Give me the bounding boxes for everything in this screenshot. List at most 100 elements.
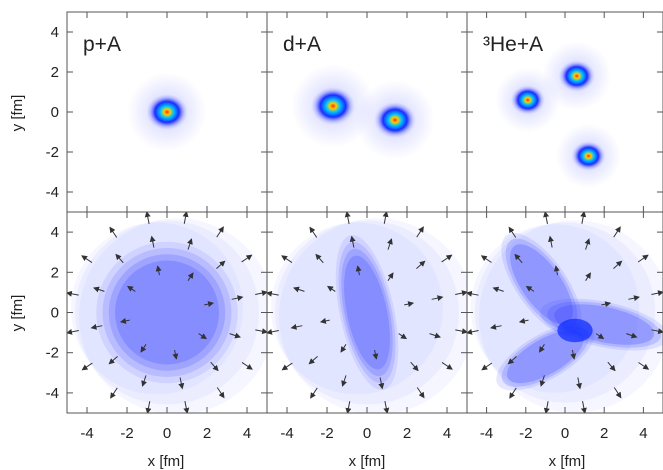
flow-arrow bbox=[204, 301, 215, 308]
flow-arrow bbox=[585, 272, 591, 281]
panel-content bbox=[127, 72, 207, 152]
x-axis-labels: x [fm] x [fm] x [fm] bbox=[148, 453, 586, 470]
hydro-halo bbox=[71, 222, 243, 395]
hydro-density bbox=[341, 248, 393, 377]
hydro-density bbox=[96, 241, 238, 384]
flow-arrow bbox=[539, 375, 546, 387]
flow-arrow bbox=[607, 361, 616, 372]
panel-bottom-middle: -4 -2 0 2 4 bbox=[266, 211, 468, 442]
flow-arrow bbox=[398, 333, 408, 340]
y-tick-label: -2 bbox=[46, 144, 59, 161]
y-axis-title-bottom: y [fm] bbox=[9, 295, 26, 332]
flow-arrow bbox=[310, 387, 318, 399]
flow-arrow bbox=[216, 226, 224, 238]
flow-arrow bbox=[584, 238, 591, 250]
flow-arrow bbox=[145, 401, 152, 413]
y-tick-label: 0 bbox=[51, 104, 59, 121]
flow-arrow bbox=[490, 323, 502, 330]
flow-arrow bbox=[81, 362, 93, 371]
flow-arrow bbox=[255, 290, 267, 297]
y-tick-label: -2 bbox=[46, 345, 59, 362]
flow-arrow bbox=[172, 349, 179, 360]
hydro-density bbox=[335, 235, 399, 390]
hydro-halo bbox=[478, 220, 663, 413]
hydro-lobe bbox=[510, 244, 573, 325]
flow-arrow bbox=[344, 212, 351, 224]
flow-arrow bbox=[241, 362, 253, 370]
flow-arrow bbox=[441, 362, 453, 370]
flow-arrow bbox=[651, 328, 663, 335]
panel-content bbox=[495, 41, 621, 189]
flow-arrow bbox=[576, 377, 582, 390]
flow-arrow bbox=[595, 333, 605, 340]
hydro-lobe bbox=[501, 232, 582, 336]
x-tick-label: -2 bbox=[519, 425, 532, 442]
flow-arrow bbox=[67, 290, 79, 297]
y-tick-label: 2 bbox=[51, 64, 59, 81]
flow-arrow bbox=[570, 349, 577, 360]
flow-arrow bbox=[293, 286, 305, 293]
flow-arrow bbox=[267, 290, 279, 297]
flow-arrow bbox=[378, 377, 385, 390]
flow-arrow bbox=[109, 226, 118, 238]
flow-arrow bbox=[345, 401, 352, 413]
panel-top-left: -4 -2 0 2 4 p+A bbox=[46, 11, 268, 213]
flow-arrow bbox=[455, 290, 467, 297]
hydro-density bbox=[102, 248, 232, 377]
x-tick-label: 4 bbox=[639, 425, 647, 442]
flow-arrow bbox=[255, 328, 267, 335]
flow-arrow bbox=[539, 344, 545, 353]
flow-arrow bbox=[140, 344, 147, 353]
flow-arrow bbox=[509, 387, 517, 399]
flow-arrow bbox=[210, 361, 219, 372]
panel-bottom-right: -4 -2 0 2 4 bbox=[466, 211, 663, 442]
flow-arrow bbox=[626, 332, 638, 339]
hydro-lobe bbox=[505, 238, 578, 331]
density-blob bbox=[558, 60, 595, 92]
density-blob bbox=[311, 87, 355, 125]
flow-arrow bbox=[429, 332, 441, 339]
hydro-halo bbox=[79, 218, 267, 413]
flow-arrow bbox=[231, 295, 244, 302]
flow-arrow bbox=[514, 253, 523, 264]
x-tick-label: 2 bbox=[203, 425, 211, 442]
flow-arrow bbox=[141, 375, 147, 387]
flow-arrow bbox=[613, 226, 621, 238]
density-blob bbox=[510, 85, 545, 115]
flow-arrow bbox=[467, 290, 479, 297]
flow-arrow bbox=[281, 362, 293, 371]
x-tick-label: -4 bbox=[80, 425, 93, 442]
flow-arrow bbox=[628, 295, 640, 302]
flow-arrow bbox=[507, 356, 517, 365]
flow-arrow bbox=[81, 255, 93, 263]
flow-arrow bbox=[383, 401, 390, 413]
panel-top-right: ³He+A bbox=[466, 11, 663, 213]
x-tick-label: 4 bbox=[243, 425, 251, 442]
flow-arrow bbox=[637, 254, 649, 263]
hydro-halo bbox=[271, 222, 443, 395]
panel-title: d+A bbox=[283, 33, 321, 56]
flow-arrow bbox=[281, 255, 293, 263]
flow-arrow bbox=[90, 323, 103, 330]
flow-arrow bbox=[548, 235, 554, 248]
flow-arrow bbox=[613, 260, 623, 269]
flow-arrow bbox=[382, 212, 389, 224]
flow-arrow bbox=[187, 272, 194, 281]
panel-content bbox=[67, 212, 267, 413]
x-tick-label: -2 bbox=[320, 425, 333, 442]
flow-arrow bbox=[326, 285, 336, 292]
flow-arrow bbox=[455, 328, 467, 335]
flow-arrow bbox=[115, 253, 124, 264]
flow-arrow bbox=[183, 401, 190, 413]
flow-arrow bbox=[431, 295, 444, 302]
flow-arrow bbox=[229, 332, 241, 339]
flow-arrow bbox=[110, 387, 118, 399]
flow-arrow bbox=[372, 349, 379, 360]
x-tick-label: 0 bbox=[163, 425, 171, 442]
y-tick-label: -4 bbox=[46, 184, 59, 201]
flow-arrow bbox=[309, 226, 318, 238]
x-tick-label: 0 bbox=[561, 425, 569, 442]
flow-arrow bbox=[553, 265, 560, 276]
